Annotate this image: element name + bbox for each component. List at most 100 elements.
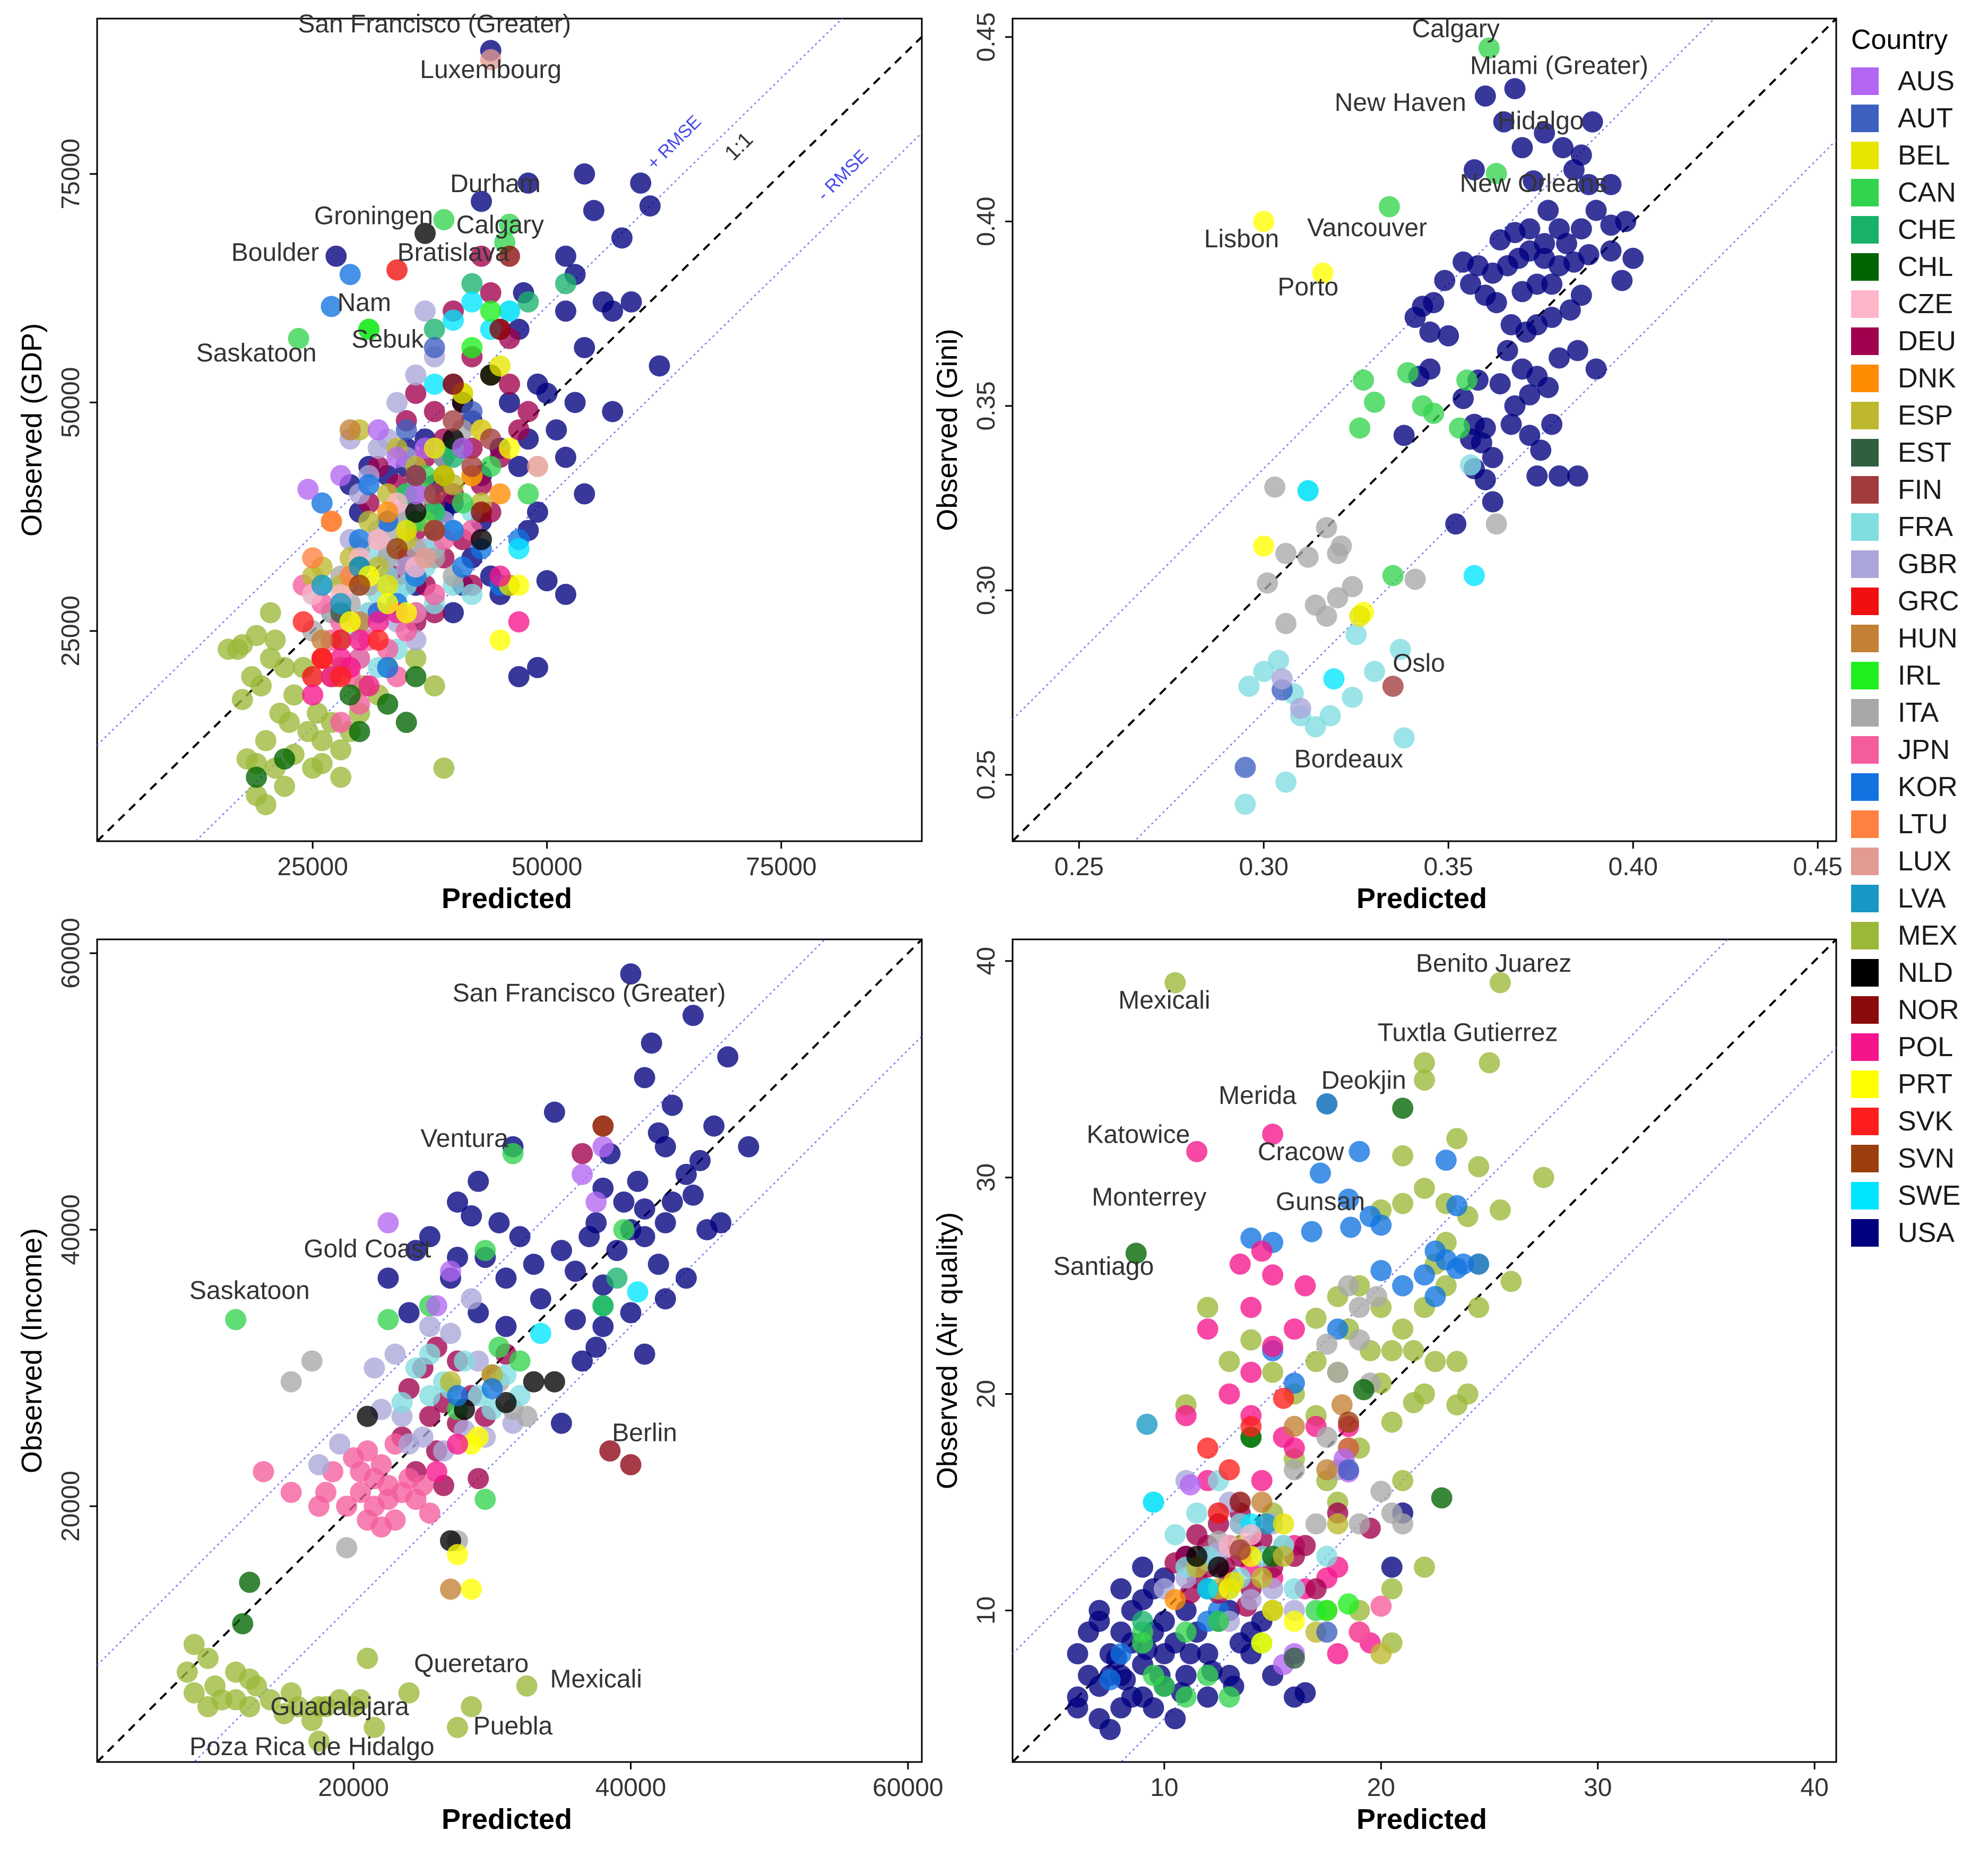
point-pol [447,1433,469,1455]
point-gbr [1272,668,1293,690]
point-gbr [461,1288,482,1310]
point-annotation: Bordeaux [1294,745,1403,773]
y-tick-label: 40000 [57,1194,85,1265]
point-usa [696,1219,718,1241]
legend-item-lux: LUX [1851,843,1984,880]
point-fra [391,1392,413,1413]
point-swe [627,1281,649,1303]
point-swe [423,373,445,395]
legend-swatch [1851,105,1879,132]
point-mex [357,1647,378,1669]
point-usa [550,1412,572,1434]
point-usa [654,1136,676,1158]
point-fra [419,1385,440,1406]
legend-item-nor: NOR [1851,991,1984,1029]
point-usa [565,1260,586,1282]
minus-rmse-label: - RMSE [813,146,872,205]
point-annotation: Guadalajara [270,1692,409,1721]
point-gbr [308,1454,330,1475]
point-svn [423,520,445,541]
point-mex [311,753,333,774]
point-lva [311,574,333,596]
legend-swatch [1851,885,1879,912]
point-nld [357,1405,378,1427]
legend-label: JPN [1898,735,1950,765]
point-usa [443,602,464,624]
point-annotation: Boulder [231,238,319,266]
point-gbr [405,364,427,386]
point-kor [1392,1275,1414,1297]
legend-swatch [1851,179,1879,206]
point-usa [1541,413,1563,435]
y-tick-label: 30 [972,1163,1000,1191]
point-mex [330,766,352,788]
legend-item-chl: CHL [1851,248,1984,286]
point-usa [1611,270,1633,291]
legend-label: POL [1898,1032,1954,1063]
legend-item-gbr: GBR [1851,546,1984,583]
legend-label: HUN [1898,623,1958,654]
point-mex [1218,1351,1240,1372]
point-annotation: Santiago [1053,1253,1154,1281]
point-che [1132,1610,1154,1632]
point-usa [639,195,661,217]
point-nld [523,1371,544,1393]
legend-swatch [1851,402,1879,429]
x-tick-label: 20000 [318,1774,388,1802]
point-nld [1186,1545,1208,1567]
point-aut [461,401,483,422]
legend-swatch [1851,1070,1879,1098]
point-pol [1262,1264,1284,1286]
point-usa [488,1212,510,1234]
point-kor [1301,1221,1323,1242]
y-tick-label: 0.40 [972,197,1000,246]
point-pol [1251,1470,1273,1491]
point-usa [654,1288,676,1310]
point-esp [1273,1545,1294,1567]
point-pol [1229,1253,1251,1275]
point-mex [1479,1052,1500,1074]
point-can [1175,1686,1197,1708]
point-usa [523,1254,544,1275]
point-usa [1537,200,1559,221]
legend-label: NLD [1898,957,1954,988]
point-aus [330,465,352,487]
point-usa [654,1212,676,1234]
legend-item-pol: POL [1851,1029,1984,1066]
point-mex [218,638,239,660]
point-usa [1175,1664,1197,1686]
point-prt [1253,535,1275,557]
point-usa [1381,1556,1403,1578]
point-usa [1067,1643,1088,1665]
point-annotation: Saskatoon [189,1276,310,1305]
point-jpn [395,620,417,642]
point-mex [1424,1351,1446,1372]
x-tick-label: 25000 [277,853,348,881]
point-fra [1364,661,1386,683]
point-pol [358,675,380,697]
point-chl [1353,1379,1375,1401]
point-est [1283,1647,1305,1669]
point-ita [1404,568,1426,590]
point-usa [517,172,539,194]
point-kor [1468,1253,1490,1275]
point-bel [433,465,455,487]
point-annotation: Katowice [1087,1120,1190,1148]
point-kor [443,520,464,541]
legend-item-est: EST [1851,434,1984,471]
point-deu [1294,1535,1316,1557]
point-kor [358,474,380,496]
point-kor [321,296,342,317]
point-fin [423,483,445,505]
point-jpn [391,1482,413,1504]
point-prt [508,574,530,596]
legend-swatch [1851,736,1879,764]
point-svk [1273,1387,1294,1409]
point-deu [1305,1578,1327,1600]
point-aus [377,1212,399,1234]
legend-item-prt: PRT [1851,1066,1984,1103]
point-mex [1305,1307,1327,1329]
legend-swatch [1851,662,1879,689]
point-annotation: Gold Coast [304,1235,431,1263]
point-fra [1164,1524,1186,1545]
